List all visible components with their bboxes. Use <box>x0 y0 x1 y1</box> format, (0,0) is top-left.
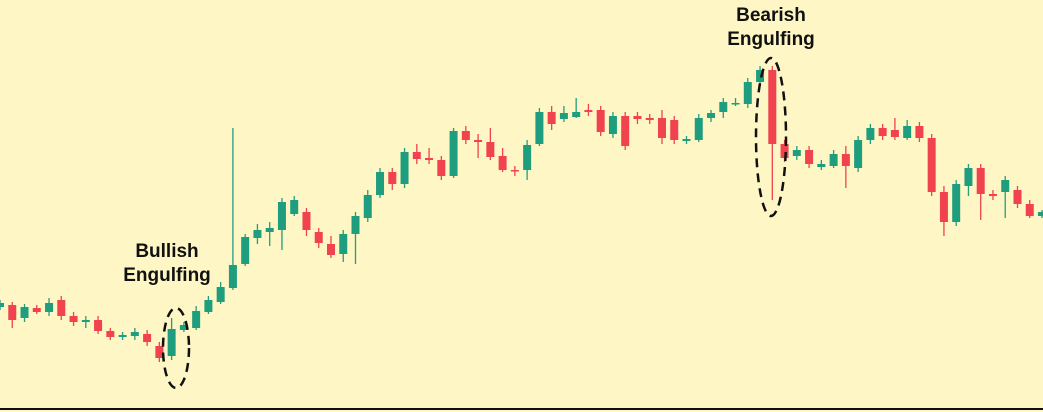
candle-body <box>731 103 740 105</box>
candle-body <box>302 212 311 230</box>
candle-body <box>339 234 348 254</box>
candle-body <box>1001 180 1010 192</box>
candle-body <box>866 128 875 140</box>
candle-body <box>314 232 323 243</box>
candle-body <box>376 172 385 195</box>
candle-body <box>743 82 752 104</box>
candle-body <box>596 110 605 132</box>
candle-body <box>927 138 936 192</box>
candle-body <box>682 139 691 141</box>
candle-body <box>645 118 654 120</box>
candle-body <box>572 112 581 117</box>
candle-body <box>976 168 985 194</box>
candle-body <box>45 303 54 312</box>
candle-body <box>461 131 470 140</box>
candle-body <box>939 192 948 222</box>
candle-body <box>510 170 519 172</box>
candle-body <box>670 120 679 140</box>
candle-body <box>130 332 139 336</box>
highlight-ellipse <box>754 56 788 218</box>
candle-body <box>32 308 41 312</box>
candle-body <box>241 237 250 264</box>
candle-body <box>878 128 887 136</box>
candle-body <box>817 164 826 167</box>
annotation: Engulfing <box>123 265 211 286</box>
candle-body <box>290 200 299 214</box>
candle-body <box>854 140 863 168</box>
candle-body <box>106 331 115 337</box>
candle-body <box>841 154 850 166</box>
candle-body <box>69 316 78 322</box>
candle-body <box>559 113 568 119</box>
candle-body <box>486 142 495 157</box>
candle-body <box>756 70 765 82</box>
candle-body <box>547 112 556 124</box>
candle-body <box>952 184 961 222</box>
candle-body <box>535 112 544 144</box>
candle-body <box>903 126 912 138</box>
candle-body <box>228 265 237 288</box>
candle-body <box>265 228 274 232</box>
candle-body <box>388 172 397 184</box>
candle-body <box>253 230 262 238</box>
candle-body <box>498 156 507 170</box>
annotation: Bearish <box>736 5 806 26</box>
candle-body <box>829 154 838 166</box>
candle-body <box>351 216 360 234</box>
candle-body <box>915 126 924 138</box>
candle-body <box>192 311 201 328</box>
candle-body <box>584 110 593 112</box>
candle-body <box>694 118 703 140</box>
candle-body <box>179 325 188 330</box>
candle-body <box>1038 212 1043 216</box>
candle-body <box>400 152 409 184</box>
highlight-ellipse <box>161 306 191 390</box>
candle-body <box>719 102 728 112</box>
candle-body <box>621 116 630 146</box>
candle-body <box>780 144 789 158</box>
candle-body <box>143 334 152 342</box>
candle-body <box>1025 204 1034 216</box>
candle-body <box>608 116 617 134</box>
candle-body <box>425 158 434 160</box>
candle-body <box>890 130 899 137</box>
candle-body <box>633 116 642 119</box>
candle-body <box>20 307 29 318</box>
candle-body <box>792 150 801 156</box>
annotation: Engulfing <box>727 29 815 50</box>
candles <box>0 66 1043 362</box>
candle-body <box>412 152 421 159</box>
candle-body <box>0 303 4 307</box>
candle-body <box>707 113 716 118</box>
candle-body <box>155 346 164 358</box>
candle-body <box>1013 190 1022 204</box>
candle-body <box>81 320 90 322</box>
candle-body <box>474 140 483 142</box>
candle-body <box>437 160 446 176</box>
candle-body <box>94 320 103 331</box>
annotation: Bullish <box>135 241 198 262</box>
candle-body <box>657 118 666 138</box>
candle-body <box>8 305 17 320</box>
candle-body <box>449 131 458 176</box>
candle-body <box>363 195 372 218</box>
candle-body <box>216 287 225 302</box>
candle-body <box>805 150 814 164</box>
candle-body <box>277 202 286 230</box>
candle-body <box>326 244 335 255</box>
candle-body <box>167 329 176 356</box>
candle-body <box>768 70 777 144</box>
candle-body <box>964 168 973 186</box>
candle-body <box>118 335 127 337</box>
candle-body <box>204 300 213 312</box>
candle-body <box>523 145 532 170</box>
candle-body <box>57 300 66 316</box>
candle-body <box>988 194 997 196</box>
